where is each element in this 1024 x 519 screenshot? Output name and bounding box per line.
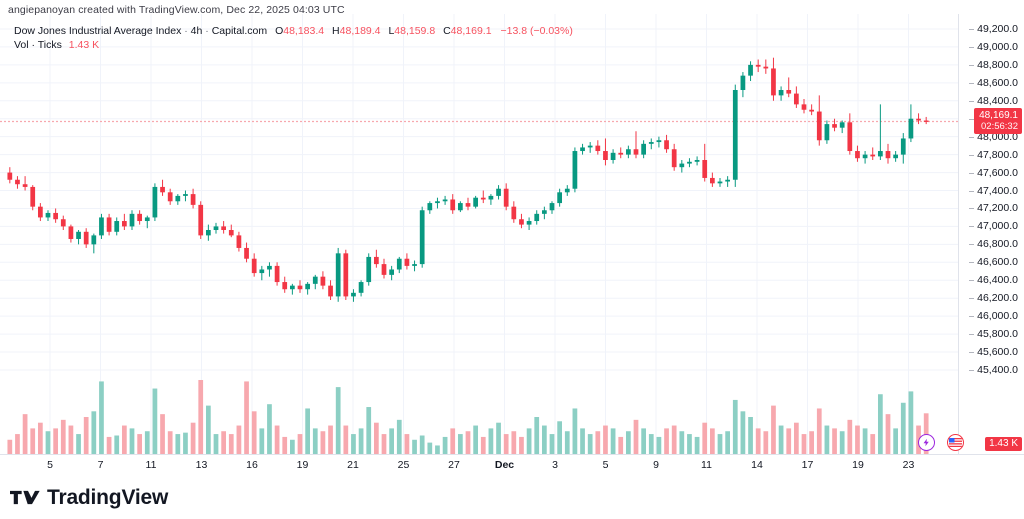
chart-gridlines (0, 14, 958, 454)
current-price-badge[interactable]: 48,169.1 02:56:32 (974, 108, 1022, 135)
time-axis-tick: 19 (296, 459, 309, 471)
chart-legend: Dow Jones Industrial Average Index · 4h … (14, 24, 573, 52)
volume-study-value: 1.43 K (68, 39, 100, 51)
legend-separator-1: · (184, 25, 188, 37)
ohlc-open: O48,183.4 (275, 25, 324, 37)
price-axis[interactable]: 49,200.0 49,000.0 48,800.0 48,600.0 48,400.0… (958, 14, 1024, 454)
time-axis-tick: 7 (97, 459, 104, 471)
symbol-name[interactable]: Dow Jones Industrial Average Index (14, 25, 182, 37)
price-axis-tick: 49,000.0 (969, 40, 1018, 53)
footer-bar: TradingView (0, 476, 1024, 519)
lightning-bolt-icon[interactable] (918, 434, 935, 451)
ohlc-low: L48,159.8 (388, 25, 435, 37)
price-axis-tick: 48,800.0 (969, 58, 1018, 71)
attribution-text: angiepanoyan created with TradingView.co… (8, 4, 345, 16)
data-source-label: Capital.com (211, 25, 268, 37)
bar-countdown: 02:56:32 (981, 121, 1018, 133)
low-label: L (388, 25, 395, 37)
price-axis-tick: 47,800.0 (969, 148, 1018, 161)
volume-bars (7, 380, 929, 454)
price-axis-tick: 46,600.0 (969, 256, 1018, 269)
time-axis-tick: 9 (653, 459, 659, 471)
tradingview-logo-icon (10, 490, 40, 505)
volume-study-label[interactable]: Vol · Ticks (14, 39, 62, 51)
ohlc-close: C48,169.1 (443, 25, 491, 37)
price-axis-tick: 47,200.0 (969, 202, 1018, 215)
high-value: 48,189.4 (339, 25, 381, 37)
interval-label[interactable]: 4h (190, 25, 203, 37)
price-axis-tick: 46,800.0 (969, 238, 1018, 251)
time-axis-tick: 14 (751, 459, 763, 471)
time-axis-tick: 11 (145, 459, 157, 471)
time-axis-tick: 16 (246, 459, 258, 471)
time-axis-tick: 11 (701, 459, 712, 471)
price-axis-tick: 45,400.0 (969, 364, 1018, 376)
open-label: O (275, 25, 284, 37)
time-axis-tick: 3 (552, 459, 558, 471)
tradingview-logo[interactable]: TradingView (10, 486, 168, 510)
time-axis-tick: 23 (902, 459, 915, 471)
change-value: −13.8 (−0.03%) (500, 25, 573, 37)
price-axis-tick: 46,000.0 (969, 310, 1018, 323)
time-axis-tick: 21 (347, 459, 359, 471)
time-axis-tick: 17 (801, 459, 814, 471)
price-axis-tick: 49,200.0 (969, 22, 1018, 35)
legend-main-row: Dow Jones Industrial Average Index · 4h … (14, 24, 573, 38)
price-axis-tick: 46,400.0 (969, 274, 1018, 287)
time-axis-tick: 25 (397, 459, 410, 471)
time-axis-tick: 27 (448, 459, 460, 471)
ohlc-high: H48,189.4 (332, 25, 380, 37)
low-value: 48,159.8 (394, 25, 436, 37)
price-axis-tick: 47,000.0 (969, 220, 1018, 233)
price-axis-tick: 45,800.0 (969, 328, 1018, 341)
close-value: 48,169.1 (450, 25, 492, 37)
bolt-glyph (923, 438, 929, 447)
flag-glyph (949, 438, 962, 447)
time-axis-tick: 19 (852, 459, 864, 471)
candles (7, 57, 929, 302)
price-axis-tick: 48,600.0 (969, 76, 1018, 89)
us-flag-icon[interactable] (947, 434, 964, 451)
time-axis-tick: 5 (47, 459, 53, 471)
price-axis-tick: 47,400.0 (969, 184, 1018, 197)
candlestick-series (7, 57, 929, 454)
high-label: H (332, 25, 340, 37)
price-axis-tick: 46,200.0 (969, 292, 1018, 305)
legend-volume-row: Vol · Ticks 1.43 K (14, 38, 573, 52)
legend-separator-2: · (205, 25, 209, 37)
price-axis-tick: 48,400.0 (969, 94, 1018, 107)
time-axis-tick: Dec (494, 459, 515, 471)
tradingview-logo-text: TradingView (47, 485, 169, 509)
price-axis-tick: 45,600.0 (969, 346, 1018, 359)
time-axis[interactable]: 5 7 11 13 16 19 21 25 27 Dec 3 5 9 11 14 17 19 23 (0, 454, 1024, 476)
chart-plot-area[interactable] (0, 14, 958, 454)
time-axis-tick: 5 (602, 459, 609, 471)
price-axis-tick: 47,600.0 (969, 166, 1018, 179)
volume-value-badge[interactable]: 1.43 K (985, 437, 1022, 451)
open-value: 48,183.4 (283, 25, 325, 37)
current-price-value: 48,169.1 (979, 110, 1018, 122)
close-label: C (443, 25, 451, 37)
time-axis-tick: 13 (195, 459, 208, 471)
